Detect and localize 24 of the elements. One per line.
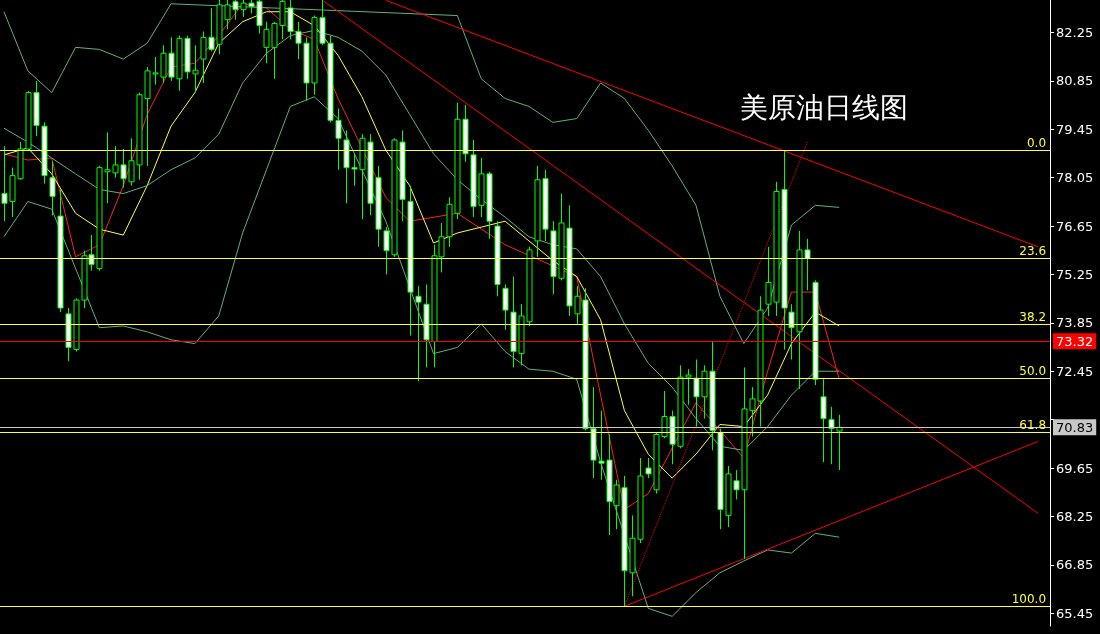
annotation: 0.0	[1026, 136, 1047, 151]
annotation: 23.6	[1019, 243, 1047, 258]
annotation: 38.2	[1019, 310, 1047, 325]
ref-line-label: 70.83	[1056, 419, 1094, 435]
y-tick-label: 72.45	[1056, 363, 1094, 379]
y-tick-label: 65.45	[1056, 605, 1094, 621]
candlestick	[49, 161, 56, 216]
y-tick-label: 80.85	[1056, 73, 1094, 89]
y-tick-label: 73.85	[1056, 315, 1094, 331]
ref-line-label: 73.32	[1056, 333, 1094, 349]
annotation: 100.0	[1011, 592, 1047, 607]
y-tick-label: 75.25	[1056, 266, 1094, 282]
y-tick-label: 68.25	[1056, 508, 1094, 524]
candlestick	[415, 285, 422, 382]
annotation: 50.0	[1019, 364, 1047, 379]
y-tick-label: 76.65	[1056, 218, 1094, 234]
candlestick	[502, 283, 509, 331]
y-tick-label: 79.45	[1056, 121, 1094, 137]
y-tick-label: 82.25	[1056, 24, 1094, 40]
y-tick-label: 66.85	[1056, 557, 1094, 573]
y-tick-label: 69.65	[1056, 460, 1094, 476]
text: 美原油日线图	[740, 90, 908, 124]
candlestick	[820, 378, 827, 463]
y-tick-label: 78.05	[1056, 170, 1094, 186]
